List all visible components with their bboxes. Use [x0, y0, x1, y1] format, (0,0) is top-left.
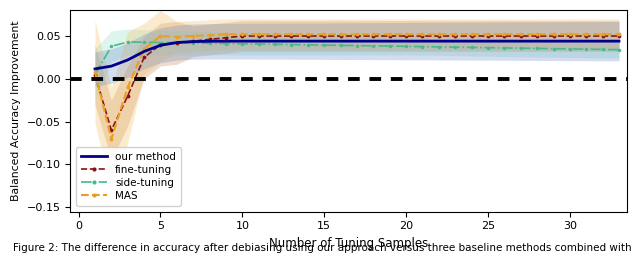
Legend: our method, fine-tuning, side-tuning, MAS: our method, fine-tuning, side-tuning, MA…: [76, 147, 181, 206]
Text: Figure 2: The difference in accuracy after debiasing using our approach versus t: Figure 2: The difference in accuracy aft…: [13, 243, 632, 253]
Y-axis label: Balanced Accuracy Improvement: Balanced Accuracy Improvement: [11, 21, 21, 201]
X-axis label: Number of Tuning Samples: Number of Tuning Samples: [269, 237, 428, 250]
